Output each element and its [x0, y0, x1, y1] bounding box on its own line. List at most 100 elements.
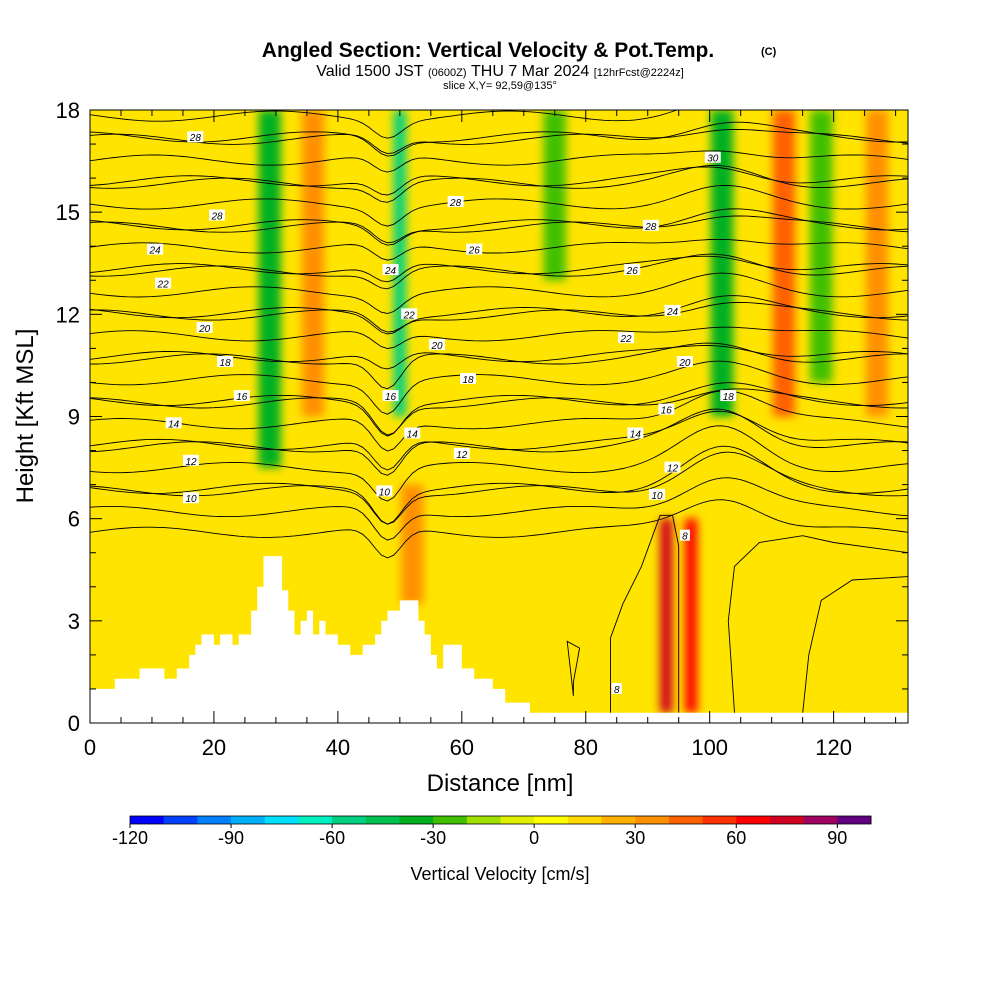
isentrope-line — [90, 408, 908, 476]
isentrope-line — [90, 255, 908, 283]
colorbar-swatch — [837, 816, 872, 824]
isentrope-line — [90, 425, 908, 502]
velocity-feature-5 — [660, 518, 673, 713]
colorbar-swatch — [365, 816, 400, 824]
valid-time-zulu: (0600Z) — [428, 67, 467, 79]
contour-label-text: 22 — [157, 280, 170, 291]
colorbar-tick-label: 90 — [827, 828, 847, 848]
isentrope-line — [90, 253, 908, 290]
axes: 0 20 40 60 80 100 120 0 3 6 9 12 15 18 — [56, 98, 908, 760]
contour-label-text: 22 — [619, 334, 632, 345]
x-tick-label: 20 — [202, 735, 226, 760]
terrain — [90, 556, 908, 723]
contour-label: 16 — [233, 390, 250, 403]
contour-label: 24 — [664, 304, 681, 318]
contour-label-text: 20 — [678, 358, 691, 369]
isentrope-line — [90, 238, 908, 261]
colorbar-swatch — [466, 816, 501, 824]
isentrope-line — [90, 150, 908, 173]
isentrope-line — [90, 295, 908, 335]
velocity-feature-3 — [401, 484, 424, 604]
x-tick-label: 100 — [691, 735, 728, 760]
contour-label: 18 — [217, 356, 234, 369]
colorbar-tick-label: -60 — [319, 828, 345, 848]
contour-label: 8 — [679, 529, 690, 543]
contour-label: 14 — [404, 427, 421, 441]
colorbar-swatch — [534, 816, 569, 824]
isentrope-line — [90, 342, 908, 390]
contour-label: 26 — [466, 243, 483, 257]
colorbar-swatch — [567, 816, 603, 824]
colorbar-tick-label: 30 — [625, 828, 645, 848]
contour-label-text: 16 — [385, 392, 397, 403]
x-tick-label: 40 — [326, 735, 350, 760]
colorbar-swatch — [736, 816, 771, 824]
colorbar-label: Vertical Velocity [cm/s] — [410, 864, 589, 884]
contour-label-text: 10 — [185, 494, 197, 505]
colorbar-swatch — [635, 816, 670, 824]
isentrope-line — [90, 326, 908, 349]
y-tick-label: 0 — [68, 711, 80, 736]
contour-label: 28 — [447, 195, 464, 209]
contour-label: 14 — [627, 427, 644, 441]
y-tick-label: 12 — [56, 302, 80, 327]
contour-label-text: 28 — [644, 222, 657, 233]
colorbar-swatch — [702, 816, 737, 824]
contour-label: 20 — [676, 356, 693, 369]
contour-label: 14 — [165, 417, 182, 430]
contour-label: 10 — [376, 485, 393, 498]
contour-label: 12 — [183, 454, 200, 468]
colorbar-swatch — [231, 816, 266, 824]
contour-label: 8 — [611, 682, 622, 696]
contour-label-text: 14 — [168, 419, 180, 430]
colorbar-tick-label: 60 — [726, 828, 746, 848]
isentrope-line — [90, 215, 908, 244]
contour-label-text: 14 — [407, 430, 419, 441]
colorbar-tick-label: -120 — [112, 828, 148, 848]
y-tick-label: 9 — [68, 405, 80, 430]
isentrope-line — [90, 388, 908, 436]
valid-time-line: Valid 1500 JST (0600Z) THU 7 Mar 2024 [1… — [316, 63, 684, 80]
forecast-info: [12hrFcst@2224z] — [594, 67, 684, 79]
colorbar-tick-label: -30 — [420, 828, 446, 848]
contour-label-text: 10 — [651, 491, 663, 502]
y-tick-label: 18 — [56, 98, 80, 123]
contour-label-text: 16 — [236, 392, 248, 403]
contour-label-text: 16 — [661, 406, 673, 417]
contour-label-text: 28 — [189, 133, 202, 144]
velocity-field — [258, 110, 889, 713]
contour-label: 16 — [658, 403, 675, 417]
isentrope-line — [90, 477, 908, 541]
velocity-feature-2 — [393, 110, 407, 417]
y-tick-label: 6 — [68, 507, 80, 532]
isentrope-line — [727, 535, 908, 713]
colorbar-swatch — [500, 816, 535, 824]
contour-label-text: 8 — [614, 685, 620, 696]
contour-label: 16 — [382, 390, 399, 403]
contour-label-text: 8 — [682, 532, 688, 543]
colorbar-swatch — [399, 816, 434, 824]
colorbar-swatch — [332, 816, 367, 824]
contour-label-text: 26 — [468, 246, 481, 257]
y-tick-label: 15 — [56, 200, 80, 225]
contour-label-text: 26 — [626, 266, 639, 277]
y-tick-label: 3 — [68, 609, 80, 634]
contour-label-text: 10 — [379, 487, 391, 498]
x-tick-label: 80 — [574, 735, 598, 760]
contour-label-text: 12 — [667, 464, 679, 475]
contour-label-text: 18 — [220, 358, 232, 369]
contour-label: 22 — [618, 332, 635, 345]
colorbar-swatch — [769, 816, 805, 824]
isentrope-line — [90, 360, 908, 415]
contour-label-text: 22 — [403, 310, 416, 321]
velocity-feature-7 — [710, 110, 734, 417]
velocity-feature-6 — [684, 518, 698, 713]
x-tick-label: 0 — [84, 735, 96, 760]
contour-label: 18 — [460, 373, 477, 386]
contour-labels: 28 28 24 22 20 18 16 14 12 10 28 26 24 22 20 18 16 14 12 10… — [147, 131, 737, 696]
colorbar-swatch — [668, 816, 704, 824]
contour-label-text: 20 — [198, 324, 211, 335]
contour-label-text: 20 — [430, 341, 443, 352]
